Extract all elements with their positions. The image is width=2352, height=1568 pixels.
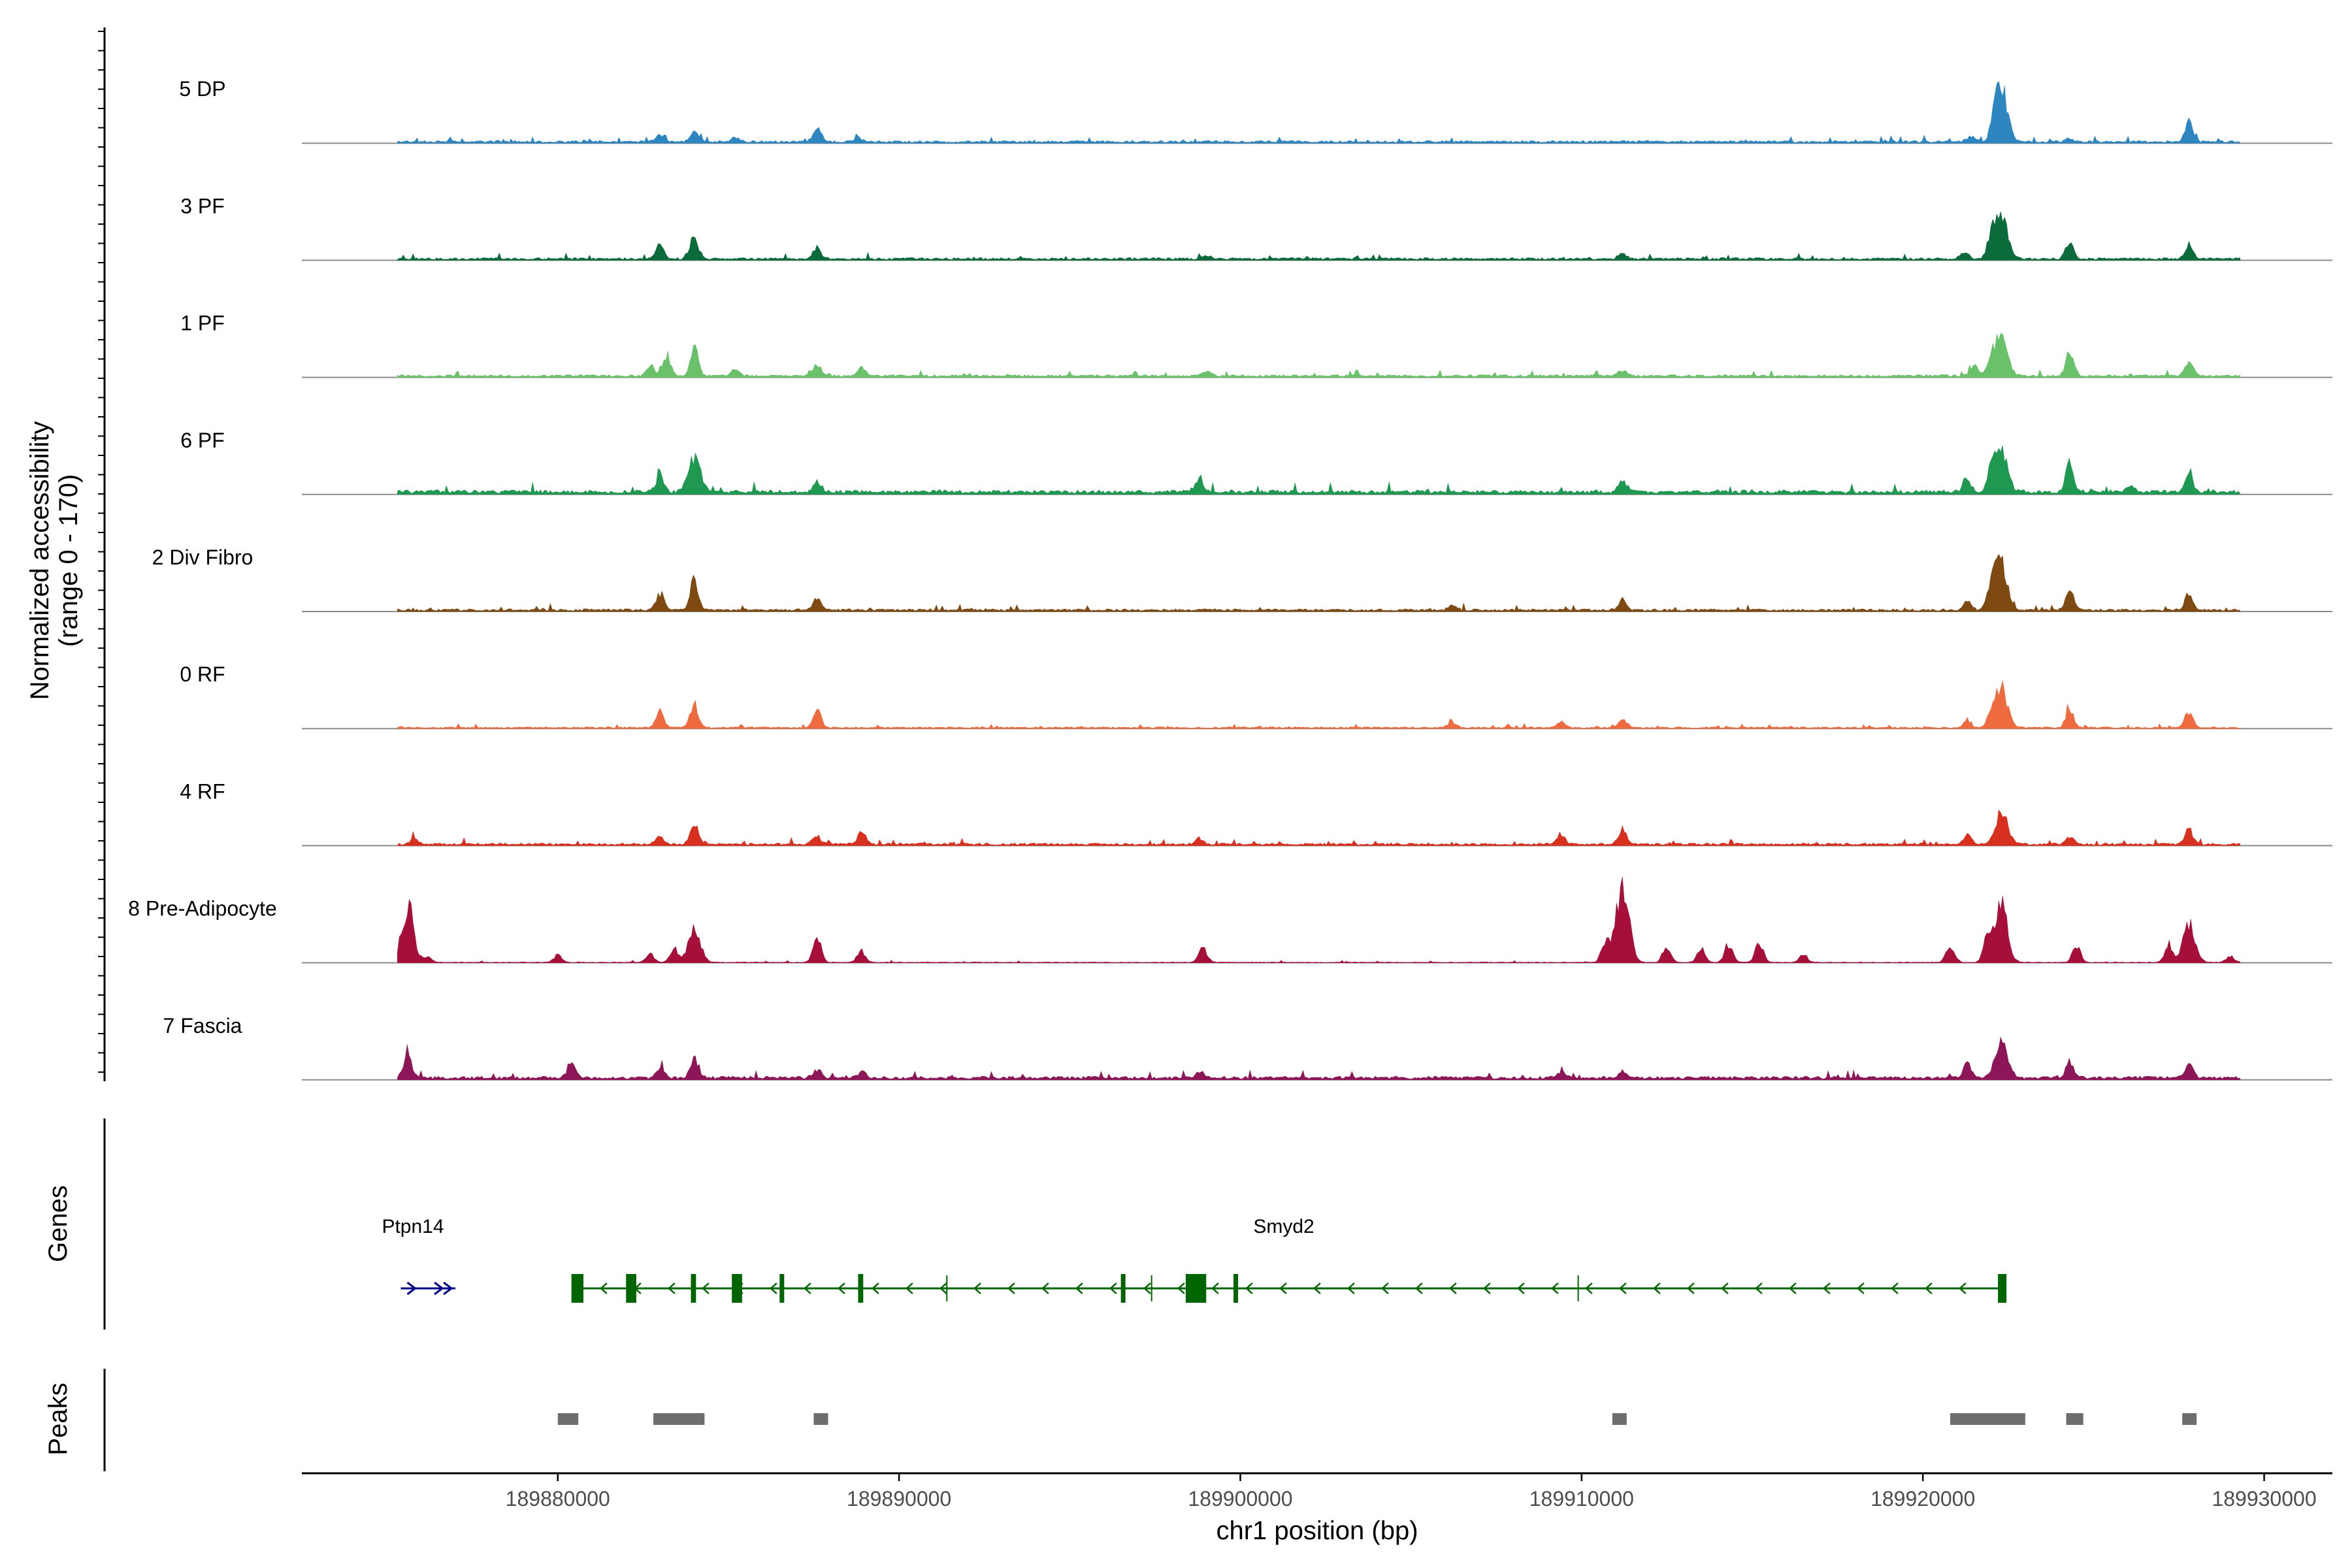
x-tick-label: 189910000: [1529, 1487, 1634, 1511]
exon: [1120, 1274, 1126, 1303]
strand-arrow: [1041, 1282, 1049, 1294]
strand-arrow: [1279, 1282, 1287, 1294]
genes-panel-label: Genes: [44, 1185, 73, 1262]
strand-arrow: [1347, 1282, 1355, 1294]
strand-arrow: [1618, 1282, 1627, 1294]
strand-arrow: [406, 1281, 417, 1296]
strand-arrow: [667, 1282, 676, 1294]
strand-arrow: [434, 1281, 444, 1296]
coverage-tracks: 5 DP 3 PF 1 PF 6 PF 2 Div Fibro 0 RF 4 RF 8 Pre…: [128, 77, 2332, 1081]
track-label: 1 PF: [180, 312, 225, 335]
strand-arrow: [1550, 1282, 1559, 1294]
coverage-area: [397, 211, 2241, 261]
track-label: 2 Div Fibro: [152, 546, 253, 569]
strand-arrow: [1822, 1282, 1831, 1294]
strand-arrow: [1720, 1282, 1729, 1294]
strand-arrow: [1075, 1282, 1083, 1294]
strand-arrow: [1890, 1282, 1899, 1294]
strand-arrow: [1414, 1282, 1423, 1294]
x-tick-label: 189920000: [1870, 1487, 1975, 1511]
exon: [1998, 1274, 2007, 1303]
strand-arrow: [701, 1282, 710, 1294]
track-label: 8 Pre-Adipocyte: [128, 897, 277, 921]
gene-track: Ptpn14 Smyd2: [382, 1216, 2007, 1303]
coverage-area: [397, 680, 2241, 729]
exon: [571, 1274, 583, 1303]
track-label: 4 RF: [180, 779, 225, 803]
coverage-area: [397, 553, 2241, 612]
x-tick-label: 189930000: [2212, 1487, 2316, 1511]
peak-region: [2066, 1413, 2083, 1425]
x-tick-label: 189900000: [1188, 1487, 1292, 1511]
exon: [858, 1274, 864, 1303]
strand-arrow: [871, 1282, 879, 1294]
strand-arrow: [1686, 1282, 1695, 1294]
strand-arrow: [1482, 1282, 1491, 1294]
peak-region: [1612, 1413, 1627, 1425]
strand-arrow: [1856, 1282, 1865, 1294]
exon: [1233, 1274, 1239, 1303]
gene-label: Smyd2: [1253, 1216, 1314, 1237]
strand-arrow: [837, 1282, 845, 1294]
strand-arrow: [1652, 1282, 1661, 1294]
strand-arrow: [1007, 1282, 1015, 1294]
strand-arrow: [1584, 1282, 1593, 1294]
strand-arrow: [1109, 1282, 1117, 1294]
exon: [691, 1274, 696, 1303]
strand-arrow: [905, 1282, 913, 1294]
strand-arrow: [1754, 1282, 1763, 1294]
peaks-panel-label: Peaks: [44, 1382, 73, 1455]
coverage-area: [397, 445, 2241, 495]
peak-region: [557, 1413, 579, 1425]
peak-region: [813, 1413, 828, 1425]
strand-arrow: [1143, 1282, 1151, 1294]
track-label: 7 Fascia: [163, 1014, 242, 1037]
peak-track: [557, 1413, 2197, 1425]
peak-region: [2182, 1413, 2197, 1425]
strand-arrow: [1924, 1282, 1933, 1294]
strand-arrow: [1313, 1282, 1321, 1294]
coverage-area: [397, 333, 2241, 378]
peak-region: [1950, 1413, 2025, 1425]
strand-arrow: [1516, 1282, 1525, 1294]
strand-arrow: [939, 1282, 947, 1294]
accessibility-axis-ticks: [98, 31, 105, 1073]
coverage-area: [397, 1037, 2241, 1081]
strand-arrow: [1211, 1282, 1219, 1294]
x-tick-label: 189880000: [506, 1487, 610, 1511]
strand-arrow: [1177, 1282, 1185, 1294]
x-axis: 189880000 189890000 189900000 189910000 1899…: [302, 1472, 2332, 1511]
exon: [1185, 1274, 1207, 1303]
strand-arrow: [1448, 1282, 1457, 1294]
strand-arrow: [1245, 1282, 1253, 1294]
exon: [779, 1274, 785, 1303]
strand-arrow: [769, 1282, 777, 1294]
track-label: 3 PF: [180, 194, 225, 218]
gene-label: Ptpn14: [382, 1216, 444, 1237]
y-axis-title-line1: Normalized accessibility: [25, 421, 54, 700]
exon: [626, 1274, 636, 1303]
x-axis-title: chr1 position (bp): [1216, 1516, 1418, 1545]
track-label: 0 RF: [180, 662, 225, 686]
peak-region: [653, 1413, 705, 1425]
strand-arrow: [443, 1281, 453, 1296]
exon: [732, 1274, 742, 1303]
y-axis-title-line2: (range 0 - 170): [54, 474, 83, 647]
coverage-area: [397, 876, 2241, 963]
strand-arrow: [1958, 1282, 1967, 1294]
coverage-area: [397, 80, 2241, 144]
track-label: 5 DP: [179, 77, 225, 101]
strand-arrow: [1788, 1282, 1797, 1294]
strand-arrow: [803, 1282, 811, 1294]
strand-arrow: [973, 1282, 981, 1294]
x-tick-label: 189890000: [847, 1487, 951, 1511]
coverage-area: [397, 809, 2241, 846]
track-label: 6 PF: [180, 429, 225, 452]
strand-arrow: [600, 1282, 608, 1294]
strand-arrow: [1380, 1282, 1389, 1294]
